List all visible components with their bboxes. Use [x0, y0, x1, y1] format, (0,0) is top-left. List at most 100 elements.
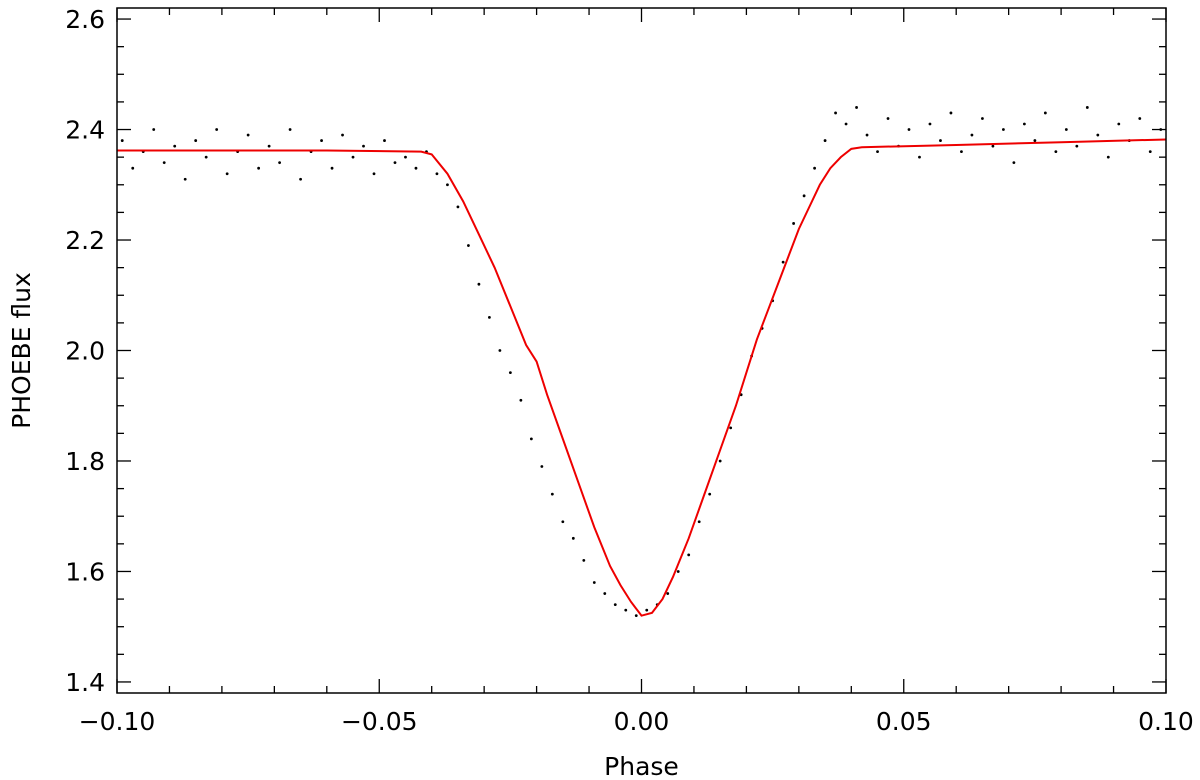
- data-point: [1012, 161, 1016, 165]
- data-point: [278, 161, 281, 165]
- data-point: [341, 133, 344, 137]
- data-point: [582, 559, 586, 562]
- data-point: [362, 144, 365, 148]
- x-tick-label: −0.10: [79, 707, 156, 736]
- data-point: [498, 349, 502, 352]
- data-point: [383, 139, 386, 142]
- data-point: [162, 161, 166, 165]
- y-tick-label: 2.0: [65, 337, 105, 366]
- data-point: [529, 437, 533, 441]
- data-point: [1138, 117, 1142, 120]
- data-point: [299, 177, 302, 181]
- y-tick-label: 1.4: [65, 668, 105, 697]
- data-point: [865, 133, 869, 137]
- data-point: [781, 260, 785, 264]
- data-point: [613, 603, 617, 607]
- data-point: [1002, 128, 1005, 131]
- data-point: [225, 172, 229, 176]
- data-point: [351, 155, 355, 159]
- data-point: [792, 222, 796, 225]
- data-point: [834, 111, 837, 115]
- data-point: [372, 172, 376, 176]
- data-point: [697, 520, 701, 524]
- data-point: [939, 139, 942, 142]
- data-point: [550, 492, 554, 496]
- data-point: [467, 244, 470, 247]
- data-point: [981, 117, 984, 120]
- data-point: [404, 155, 407, 159]
- axis-tick-labels: −0.10 −0.05 0.00 0.05 0.10 1.4 1.6 1.8 2.0 2.2 2.4…: [65, 5, 1194, 736]
- data-point: [120, 139, 124, 142]
- data-point: [152, 128, 156, 131]
- data-point: [687, 553, 691, 557]
- data-point: [215, 128, 219, 131]
- data-point: [603, 592, 607, 595]
- data-point: [288, 128, 292, 131]
- data-point: [414, 166, 418, 170]
- data-point: [592, 581, 596, 584]
- data-point: [1043, 111, 1047, 115]
- y-tick-label: 1.6: [65, 557, 105, 586]
- data-point: [949, 111, 953, 115]
- data-point: [456, 205, 460, 209]
- data-point: [1096, 133, 1100, 137]
- data-point: [519, 398, 523, 402]
- data-point: [886, 117, 890, 120]
- data-point: [729, 426, 733, 430]
- y-tick-label: 1.8: [65, 447, 105, 476]
- data-point: [246, 133, 250, 137]
- data-point: [1075, 144, 1079, 148]
- data-point: [1085, 106, 1089, 109]
- data-point: [1054, 150, 1058, 154]
- data-point: [855, 106, 858, 109]
- data-point: [320, 139, 323, 142]
- data-point: [823, 139, 827, 142]
- data-point: [666, 592, 670, 595]
- data-point: [676, 570, 680, 573]
- y-tick-label: 2.2: [65, 226, 105, 255]
- data-point: [1064, 128, 1068, 131]
- data-point: [918, 155, 921, 159]
- data-point: [131, 166, 135, 170]
- model-fit-line: [117, 138, 1167, 617]
- data-point: [1106, 155, 1110, 159]
- plot-frame: [116, 7, 1167, 694]
- data-point: [1159, 128, 1163, 131]
- data-point: [508, 371, 512, 374]
- y-axis-label: PHOEBE flux: [7, 272, 36, 429]
- data-point: [1148, 150, 1152, 154]
- data-point: [477, 282, 481, 286]
- data-point: [624, 608, 628, 612]
- data-point: [802, 194, 806, 198]
- x-tick-label: 0.00: [614, 707, 670, 736]
- data-point: [876, 150, 879, 154]
- data-point: [970, 133, 974, 137]
- data-point: [928, 122, 932, 126]
- data-point: [645, 608, 649, 612]
- data-point: [435, 172, 439, 176]
- y-tick-label: 2.6: [65, 5, 105, 34]
- axis-ticks: [116, 8, 1167, 693]
- x-tick-label: −0.05: [341, 707, 418, 736]
- data-point: [991, 144, 995, 148]
- data-point: [173, 144, 177, 148]
- data-point: [488, 315, 491, 319]
- data-point: [267, 144, 271, 148]
- observation-points: [120, 106, 1163, 618]
- data-point: [204, 155, 208, 159]
- data-point: [960, 150, 963, 154]
- data-point: [330, 166, 334, 170]
- data-point: [571, 536, 575, 540]
- data-point: [708, 492, 712, 496]
- data-point: [540, 465, 544, 468]
- data-point: [844, 122, 848, 126]
- x-axis-label: Phase: [604, 752, 679, 780]
- data-point: [561, 520, 565, 524]
- data-point: [257, 166, 261, 170]
- y-tick-label: 2.4: [65, 116, 105, 145]
- data-point: [194, 139, 198, 142]
- data-point: [813, 166, 816, 170]
- data-point: [393, 161, 397, 165]
- data-point: [183, 177, 187, 181]
